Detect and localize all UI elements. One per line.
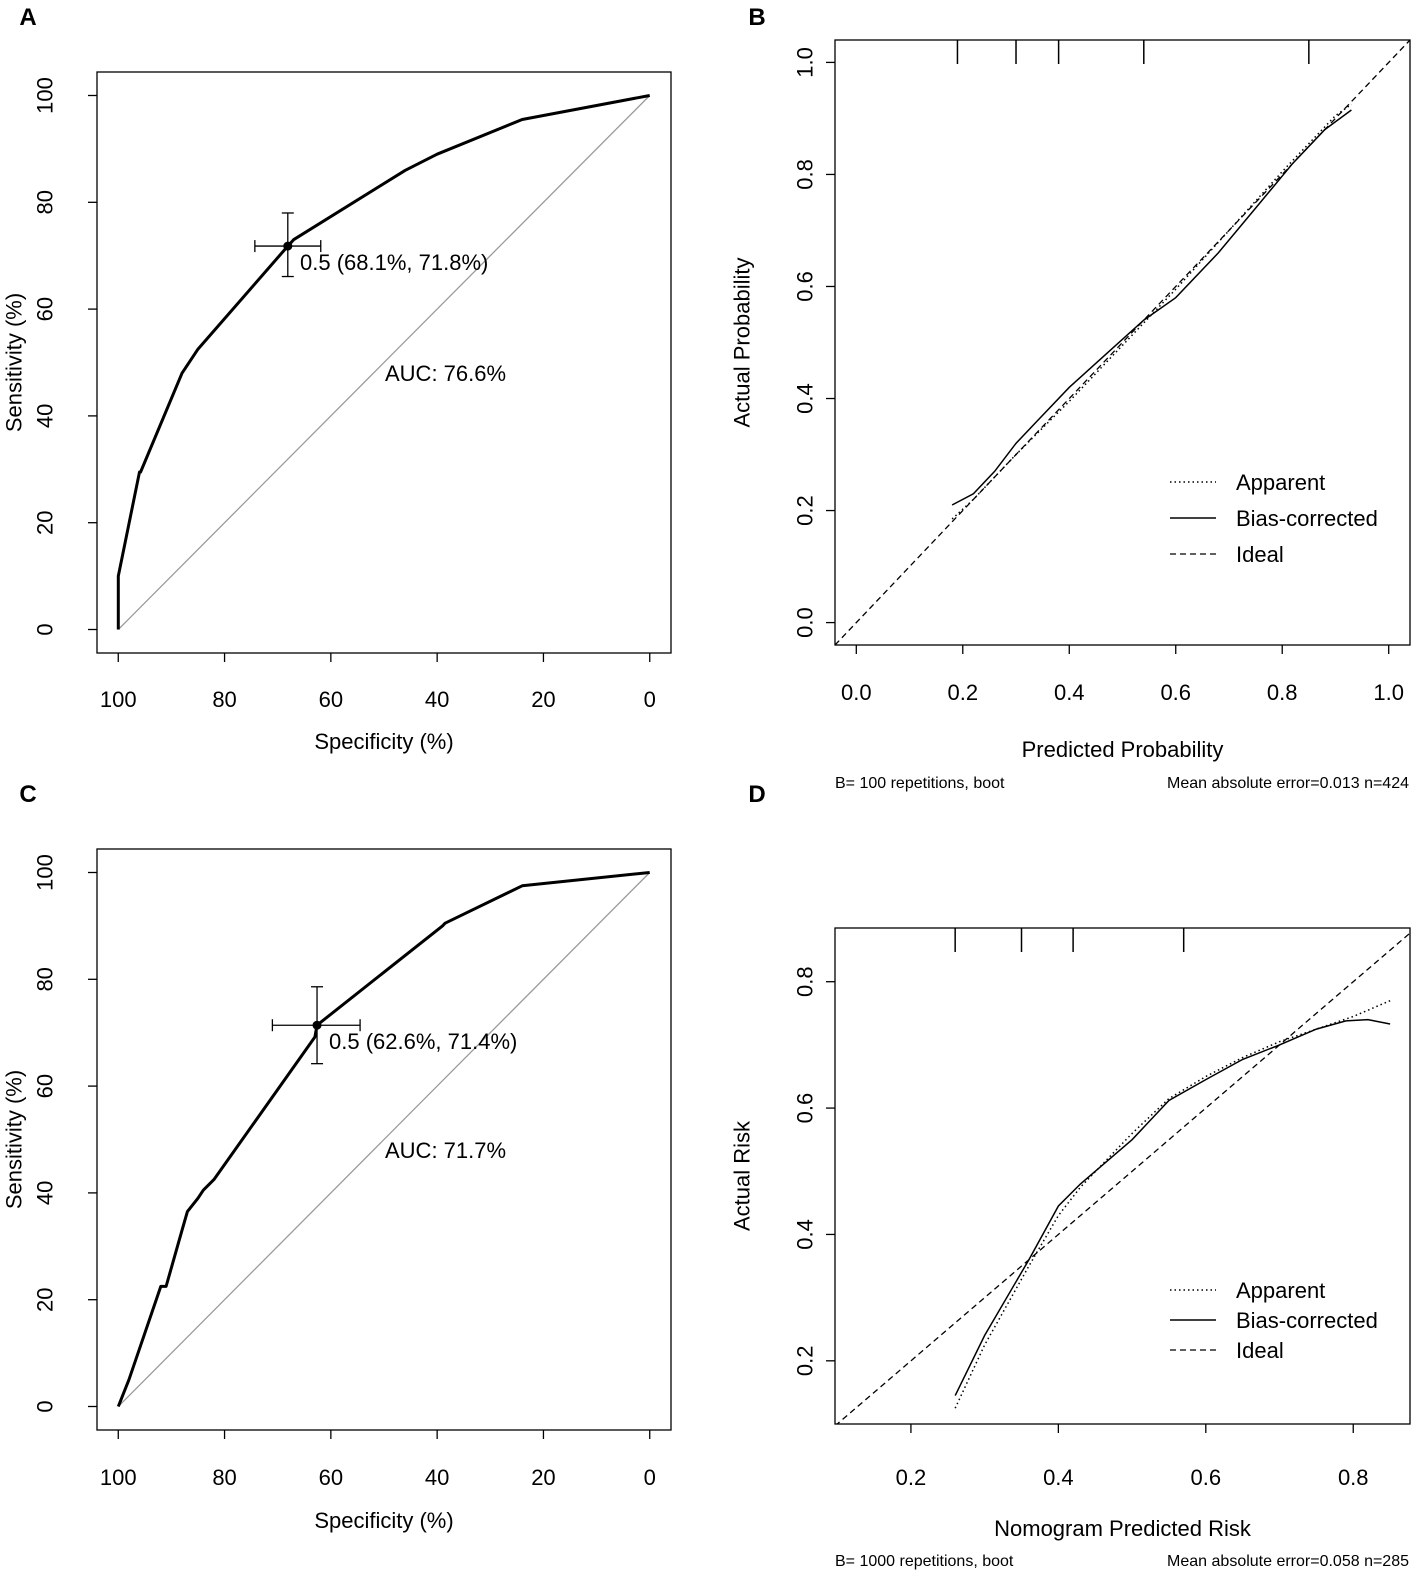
y-tick-label: 0.0: [793, 607, 818, 638]
x-tick-label: 0.0: [841, 680, 872, 705]
plot-area: [116, 94, 651, 630]
y-tick-label: 0.8: [793, 966, 818, 997]
panel-label: D: [748, 781, 765, 808]
footer-right: Mean absolute error=0.058 n=285: [1167, 1553, 1409, 1570]
y-tick-label: 40: [33, 1181, 58, 1205]
roc-curve: [116, 871, 650, 1408]
x-tick-label: 0.4: [1043, 1465, 1074, 1490]
y-axis-title: Actual Risk: [730, 1120, 755, 1231]
plot-frame: [96, 71, 672, 654]
x-tick-label: 0.2: [896, 1465, 927, 1490]
y-tick-label: 0: [33, 1400, 58, 1412]
y-tick-label: 0.4: [793, 1219, 818, 1250]
panel-b: B 0.0 0.2 0.4 0.6 0.8 1.0 0.0 0.2 0.4 0.6 0.8 1.0 Pre…: [730, 4, 1411, 792]
roc-curve: [116, 94, 650, 630]
y-tick-label: 0.2: [793, 1346, 818, 1377]
y-tick-label: 40: [33, 404, 58, 428]
plot-area: [116, 871, 651, 1408]
x-tick-label: 0.8: [1267, 680, 1298, 705]
y-axis-title: Sensitivity (%): [2, 1070, 27, 1209]
y-tick-label: 0.6: [793, 1093, 818, 1124]
plot-area: [836, 932, 1410, 1424]
panel-label: C: [19, 781, 36, 808]
y-tick-label: 20: [33, 510, 58, 534]
x-tick-label: 100: [100, 687, 137, 712]
y-tick-label: 1.0: [793, 47, 818, 78]
panel-label: A: [19, 4, 36, 31]
legend: Apparent Bias-corrected Ideal: [1170, 470, 1378, 567]
auc-label: AUC: 71.7%: [385, 1138, 506, 1163]
legend-label: Bias-corrected: [1236, 506, 1378, 531]
y-tick-label: 100: [33, 854, 58, 891]
x-tick-label: 20: [531, 1465, 555, 1490]
series-apparent: [954, 1000, 1391, 1409]
y-tick-label: 0: [33, 623, 58, 635]
plot-frame: [834, 927, 1411, 1425]
legend-label: Ideal: [1236, 1338, 1284, 1363]
legend-label: Bias-corrected: [1236, 1308, 1378, 1333]
y-tick-label: 0.8: [793, 159, 818, 190]
x-axis-title: Nomogram Predicted Risk: [994, 1516, 1252, 1541]
y-axis-title: Sensitivity (%): [2, 293, 27, 432]
x-tick-label: 40: [425, 687, 449, 712]
x-tick-label: 60: [319, 1465, 343, 1490]
panel-label: B: [748, 4, 765, 31]
y-tick-label: 80: [33, 967, 58, 991]
threshold-point: [283, 241, 293, 251]
x-axis-title: Predicted Probability: [1022, 737, 1224, 762]
panel-d: D 0.2 0.4 0.6 0.8 0.2 0.4 0.6 0.8 Nomogram Predic…: [730, 781, 1411, 1570]
y-tick-label: 0.2: [793, 495, 818, 526]
panel-c: C 100 80 60 40 20 0 0 20 40 60 80 100 Specificity (%)…: [2, 781, 672, 1533]
x-tick-label: 0.6: [1191, 1465, 1222, 1490]
x-tick-label: 0: [644, 687, 656, 712]
x-axis-title: Specificity (%): [314, 1508, 453, 1533]
footer-left: B= 1000 repetitions, boot: [835, 1553, 1014, 1570]
threshold-label: 0.5 (68.1%, 71.8%): [300, 250, 488, 275]
x-tick-label: 60: [319, 687, 343, 712]
series-bias-corrected: [951, 109, 1352, 506]
diagonal-reference-line: [117, 872, 651, 1407]
x-tick-label: 20: [531, 687, 555, 712]
x-tick-label: 80: [212, 1465, 236, 1490]
x-tick-label: 0.4: [1054, 680, 1085, 705]
plot-area: [835, 40, 1410, 645]
plot-frame: [96, 848, 672, 1431]
x-axis-title: Specificity (%): [314, 729, 453, 754]
legend-label: Apparent: [1236, 1278, 1325, 1303]
threshold-label: 0.5 (62.6%, 71.4%): [329, 1029, 517, 1054]
plot-frame: [834, 39, 1411, 646]
y-axis-title: Actual Probability: [730, 258, 755, 428]
x-tick-label: 40: [425, 1465, 449, 1490]
footer-right: Mean absolute error=0.013 n=424: [1167, 775, 1409, 792]
y-tick-label: 60: [33, 1074, 58, 1098]
legend-label: Apparent: [1236, 470, 1325, 495]
x-tick-label: 0.8: [1338, 1465, 1369, 1490]
legend-label: Ideal: [1236, 542, 1284, 567]
series-ideal: [836, 932, 1410, 1424]
x-tick-label: 80: [212, 687, 236, 712]
auc-label: AUC: 76.6%: [385, 361, 506, 386]
y-tick-label: 0.6: [793, 271, 818, 302]
x-tick-label: 1.0: [1373, 680, 1404, 705]
y-tick-label: 0.4: [793, 383, 818, 414]
threshold-point: [312, 1020, 322, 1030]
x-tick-label: 0.6: [1160, 680, 1191, 705]
series-bias-corrected: [954, 1018, 1391, 1396]
x-tick-label: 0: [644, 1465, 656, 1490]
footer-left: B= 100 repetitions, boot: [835, 775, 1005, 792]
legend: Apparent Bias-corrected Ideal: [1170, 1278, 1378, 1363]
y-tick-label: 20: [33, 1287, 58, 1311]
y-tick-label: 100: [33, 77, 58, 114]
x-tick-label: 100: [100, 1465, 137, 1490]
series-apparent: [951, 103, 1352, 520]
diagonal-reference-line: [117, 95, 651, 630]
series-ideal: [835, 40, 1410, 645]
panel-a: A 100 80 60 40 20 0 0 20 40 60 80 100 Specificity (%)…: [2, 4, 672, 754]
y-tick-label: 80: [33, 190, 58, 214]
y-tick-label: 60: [33, 297, 58, 321]
x-tick-label: 0.2: [947, 680, 978, 705]
